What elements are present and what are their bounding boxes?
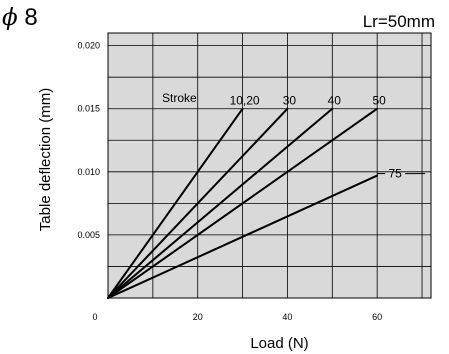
x-tick-label: 40	[282, 312, 292, 322]
condition-label: Lr=50mm	[362, 12, 435, 31]
grid	[108, 33, 431, 298]
x-tick-label: 20	[193, 312, 203, 322]
y-tick-label: 0.015	[77, 104, 100, 114]
series-line	[107, 107, 334, 299]
chart-title: ϕ 8	[2, 4, 38, 32]
y-tick-label: 0.020	[77, 41, 100, 51]
series-label: 50	[372, 94, 386, 108]
diameter-symbol: ϕ	[2, 5, 18, 31]
y-tick-label: 0.010	[77, 167, 100, 177]
y-tick-label: 0.005	[77, 230, 100, 240]
series-line	[107, 174, 379, 299]
series-label: 10,20	[230, 94, 260, 108]
y-axis-label: Table deflection (mm)	[37, 88, 54, 231]
title-value: 8	[24, 4, 38, 31]
series-line	[107, 107, 379, 299]
x-tick-label: 0	[92, 312, 97, 322]
series-lines: 10,20 30 40 50 75	[107, 94, 426, 299]
tick-labels: 0 20 40 60 0.005 0.010 0.015 0.020	[77, 41, 382, 322]
series-label: 40	[328, 94, 342, 108]
series-line	[107, 107, 244, 299]
x-tick-label: 60	[372, 312, 382, 322]
x-axis-label: Load (N)	[250, 335, 308, 352]
series-line	[107, 107, 289, 299]
stroke-label: Stroke	[162, 91, 197, 105]
series-label: 30	[283, 94, 297, 108]
series-label: 75	[388, 167, 402, 181]
